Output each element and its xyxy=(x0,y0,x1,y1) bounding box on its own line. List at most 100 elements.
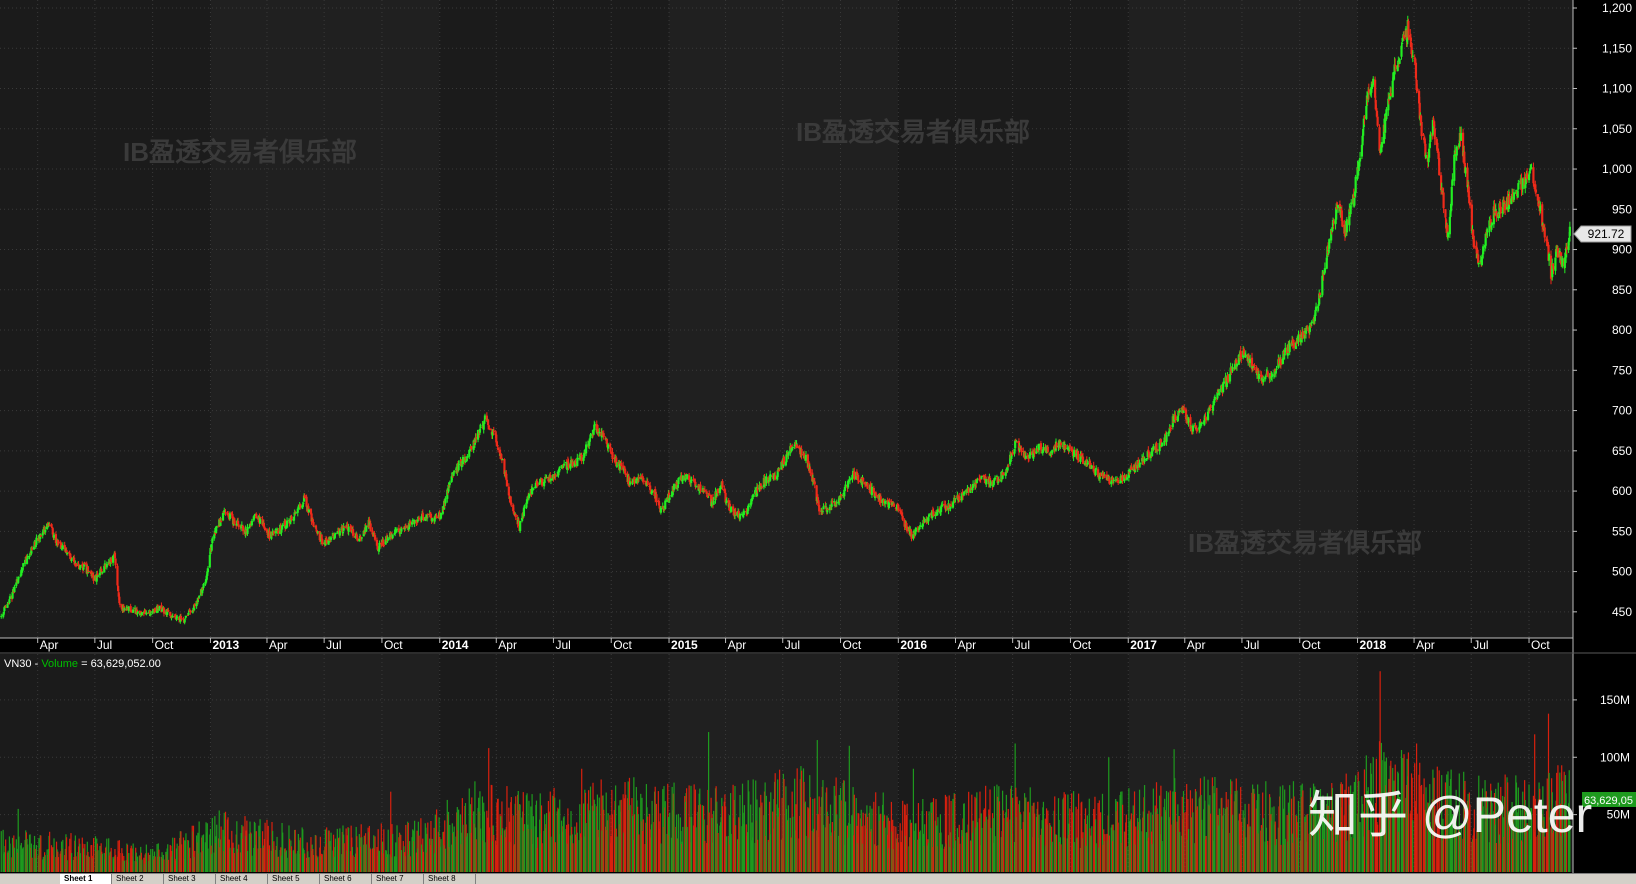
candle-body xyxy=(317,531,319,532)
candle-body xyxy=(396,529,398,530)
volume-bar xyxy=(942,844,943,872)
candle-body xyxy=(18,577,20,578)
candle-body xyxy=(871,487,873,495)
candle-body xyxy=(1205,417,1207,420)
volume-bar xyxy=(155,856,156,872)
volume-bar xyxy=(383,829,384,872)
candle-body xyxy=(1297,335,1299,342)
candle-body xyxy=(370,523,372,531)
candle-body xyxy=(118,597,120,603)
candle-body xyxy=(110,558,112,561)
volume-bar xyxy=(58,857,59,872)
volume-bar xyxy=(352,855,353,872)
candle-body xyxy=(704,490,706,492)
volume-bar xyxy=(40,836,41,872)
candle-body xyxy=(927,518,929,522)
volume-bar xyxy=(229,848,230,872)
volume-bar xyxy=(308,857,309,872)
candle-body xyxy=(158,606,160,609)
candle-body xyxy=(479,429,481,433)
candle-body xyxy=(26,559,28,564)
volume-bar xyxy=(1082,832,1083,872)
candle-body xyxy=(414,520,416,524)
volume-bar xyxy=(62,840,63,872)
volume-bar xyxy=(498,799,499,872)
volume-bar xyxy=(1302,790,1303,872)
volume-bar xyxy=(348,828,349,872)
candle-body xyxy=(946,506,948,509)
candle-body xyxy=(487,420,489,426)
candle-body xyxy=(27,556,29,559)
candle-body xyxy=(1223,382,1225,384)
candle-body xyxy=(408,527,410,529)
candle-body xyxy=(185,616,187,618)
volume-bar xyxy=(273,841,274,872)
volume-bar xyxy=(454,827,455,872)
volume-bar xyxy=(933,798,934,872)
candle-body xyxy=(387,539,389,540)
candle-body xyxy=(1157,450,1159,451)
year-band xyxy=(440,0,669,638)
candle-body xyxy=(858,481,860,482)
volume-bar xyxy=(304,853,305,872)
volume-bar xyxy=(1034,814,1035,872)
volume-bar xyxy=(282,833,283,872)
volume-bar xyxy=(1047,811,1048,872)
volume-bar xyxy=(990,828,991,872)
volume-bar xyxy=(322,854,323,872)
candle-body xyxy=(496,445,498,447)
candle-body xyxy=(706,491,708,494)
candle-body xyxy=(198,596,200,597)
candle-body xyxy=(299,504,301,508)
candle-body xyxy=(35,538,37,545)
candle-body xyxy=(1362,129,1364,136)
volume-bar xyxy=(361,837,362,872)
volume-bar xyxy=(1496,843,1497,872)
volume-bar xyxy=(1003,818,1004,872)
volume-bar xyxy=(1263,818,1264,872)
volume-bar xyxy=(221,826,222,872)
candle-body xyxy=(293,517,295,521)
volume-bar xyxy=(788,805,789,872)
candle-body xyxy=(326,539,328,544)
volume-bar xyxy=(1162,841,1163,872)
candle-body xyxy=(1209,405,1211,408)
candle-body xyxy=(88,571,90,572)
candle-body xyxy=(655,494,657,502)
candle-body xyxy=(1324,268,1326,273)
candle-body xyxy=(1267,371,1269,376)
volume-bar xyxy=(629,805,630,872)
candle-body xyxy=(246,527,248,534)
volume-bar xyxy=(489,827,490,872)
candle-body xyxy=(1177,416,1179,421)
candle-body xyxy=(537,485,539,486)
volume-bar xyxy=(458,810,459,872)
candle-body xyxy=(207,568,209,572)
candle-body xyxy=(1016,442,1018,443)
candle-body xyxy=(713,501,715,505)
candle-body xyxy=(264,528,266,530)
candle-body xyxy=(616,466,618,467)
volume-bar xyxy=(1206,836,1207,872)
candle-body xyxy=(114,558,116,565)
volume-bar xyxy=(691,817,692,872)
volume-bar xyxy=(71,853,72,872)
candle-body xyxy=(893,504,895,507)
candle-body xyxy=(1143,458,1145,462)
volume-bar xyxy=(586,823,587,872)
candle-body xyxy=(466,456,468,458)
volume-bar xyxy=(414,821,415,872)
volume-bar xyxy=(713,811,714,872)
candle-body xyxy=(260,517,262,518)
volume-bar xyxy=(700,804,701,872)
volume-bar xyxy=(286,858,287,872)
candle-body xyxy=(585,444,587,453)
candle-body xyxy=(783,457,785,465)
candle-body xyxy=(647,481,649,485)
candle-body xyxy=(352,529,354,536)
candle-body xyxy=(150,614,152,615)
candle-body xyxy=(1231,367,1233,371)
candle-body xyxy=(1258,374,1260,379)
candle-body xyxy=(976,480,978,483)
volume-bar xyxy=(172,838,173,872)
